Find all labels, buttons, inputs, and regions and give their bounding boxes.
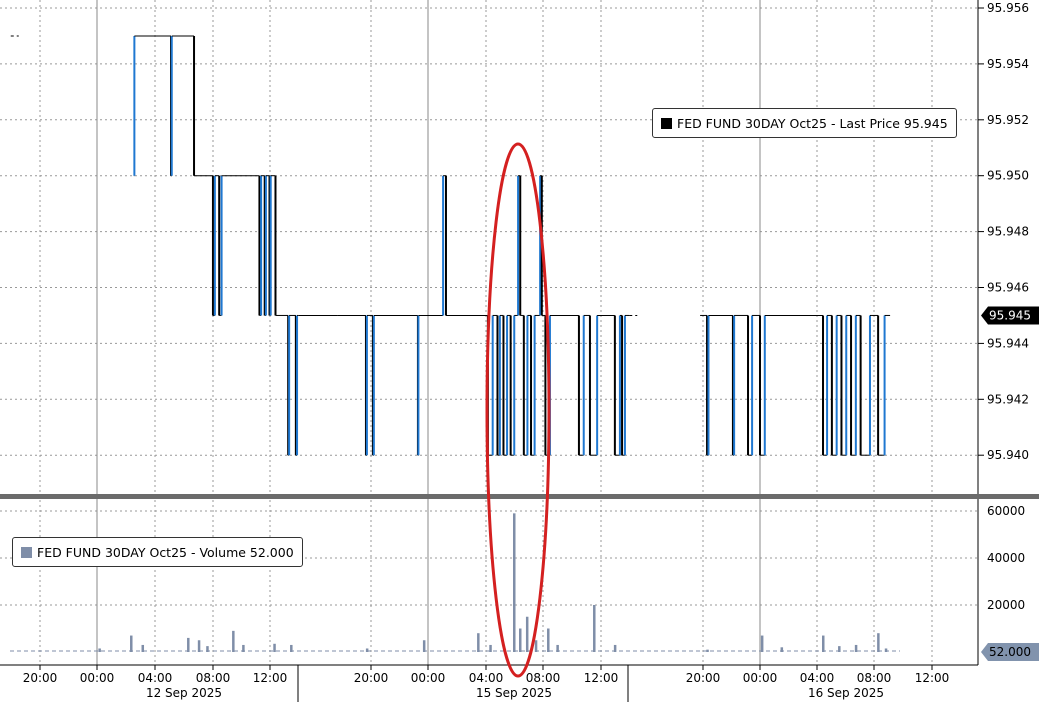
time-tick-label: 04:00	[800, 671, 835, 685]
volume-bar	[141, 644, 145, 652]
volume-bar	[556, 644, 559, 652]
volume-bar	[877, 633, 880, 652]
volume-bar	[489, 644, 492, 652]
volume-bar	[706, 649, 709, 652]
volume-legend-label: FED FUND 30DAY Oct25 - Volume 52.000	[37, 544, 294, 560]
volume-bar	[290, 644, 293, 652]
volume-bar	[760, 635, 764, 652]
volume-bar	[513, 513, 516, 652]
volume-series	[10, 513, 900, 652]
volume-bar	[197, 640, 201, 652]
volume-bar	[187, 637, 190, 652]
volume-bar	[242, 644, 245, 652]
volume-bar	[838, 646, 841, 652]
volume-tick-label: 20000	[987, 598, 1025, 612]
highlight-ellipse	[485, 142, 551, 678]
volume-bar	[365, 648, 369, 652]
volume-bar	[232, 630, 235, 652]
last-price-box	[981, 306, 1039, 325]
date-label: 15 Sep 2025	[476, 686, 552, 700]
legend-swatch-black	[661, 117, 672, 129]
volume-legend: FED FUND 30DAY Oct25 - Volume 52.000	[12, 537, 303, 567]
time-tick-label: 12:00	[584, 671, 619, 685]
volume-bar	[525, 616, 529, 652]
panel-divider	[0, 494, 1039, 499]
time-tick-label: 08:00	[196, 671, 231, 685]
time-tick-label: 12:00	[253, 671, 288, 685]
volume-bar	[477, 633, 480, 652]
volume-tick-label: 60000	[987, 504, 1025, 518]
price-tick-label: 95.954	[987, 57, 1029, 71]
time-tick-label: 12:00	[915, 671, 950, 685]
price-legend: FED FUND 30DAY Oct25 - Last Price 95.945	[652, 108, 957, 138]
time-tick-label: 04:00	[138, 671, 173, 685]
volume-bar	[422, 640, 426, 652]
volume-bar	[547, 628, 550, 652]
volume-bar	[593, 605, 596, 652]
volume-bar	[780, 647, 784, 652]
date-label: 16 Sep 2025	[808, 686, 884, 700]
volume-bar	[130, 635, 133, 652]
time-tick-label: 00:00	[80, 671, 115, 685]
volume-bar	[98, 648, 101, 652]
volume-bar	[884, 648, 888, 652]
price-tick-label: 95.944	[987, 336, 1029, 350]
date-label: 12 Sep 2025	[146, 686, 222, 700]
volume-bar	[534, 640, 538, 652]
volume-tick-label: 40000	[987, 551, 1025, 565]
time-tick-label: 08:00	[857, 671, 892, 685]
volume-bar	[822, 635, 825, 652]
price-tick-label: 95.942	[987, 392, 1029, 406]
last-volume-box	[981, 643, 1039, 661]
price-tick-label: 95.956	[987, 1, 1029, 15]
price-tick-label: 95.948	[987, 225, 1029, 239]
time-tick-label: 04:00	[469, 671, 504, 685]
price-tick-label: 95.952	[987, 113, 1029, 127]
volume-bar	[519, 628, 522, 652]
time-tick-label: 08:00	[526, 671, 561, 685]
time-tick-label: 00:00	[411, 671, 446, 685]
price-tick-label: 95.940	[987, 448, 1029, 462]
volume-bar	[273, 643, 276, 652]
price-tick-label: 95.950	[987, 169, 1029, 183]
last-price-label: 95.945	[989, 308, 1031, 322]
time-tick-label: 20:00	[686, 671, 721, 685]
time-tick-label: 00:00	[743, 671, 778, 685]
volume-bar	[613, 644, 617, 652]
price-tick-label: 95.946	[987, 281, 1029, 295]
last-volume-label: 52.000	[989, 645, 1031, 659]
time-tick-label: 20:00	[354, 671, 389, 685]
price-legend-label: FED FUND 30DAY Oct25 - Last Price 95.945	[677, 115, 948, 131]
legend-swatch-volume	[21, 546, 32, 558]
volume-bar	[206, 646, 209, 652]
volume-bar	[854, 644, 858, 652]
price-series	[10, 35, 891, 456]
time-tick-label: 20:00	[23, 671, 58, 685]
